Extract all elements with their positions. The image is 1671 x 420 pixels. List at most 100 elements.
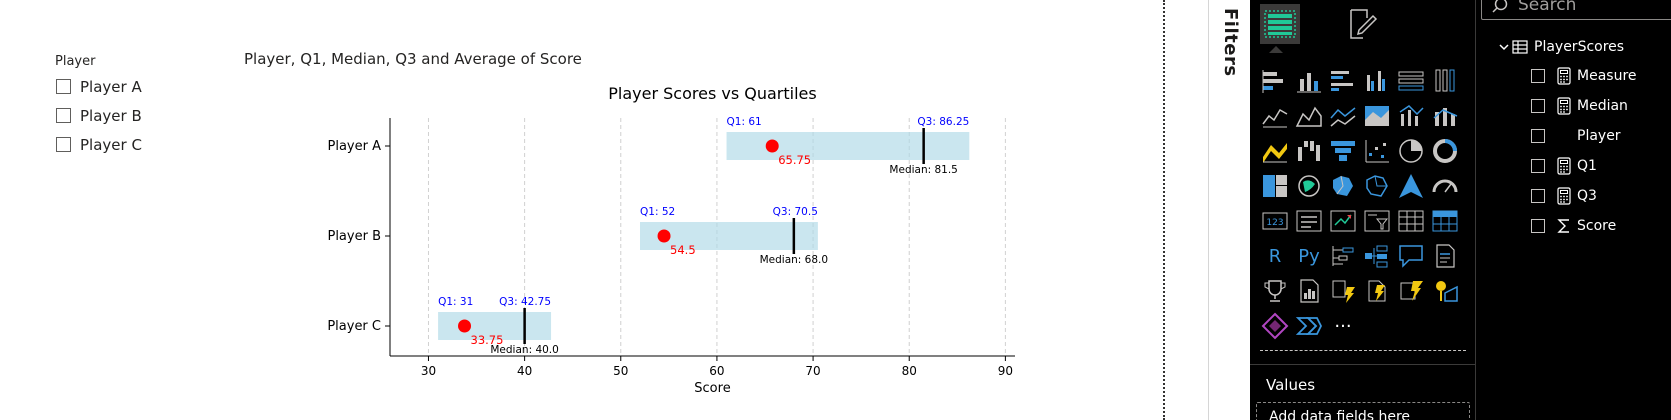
100-stacked-bar-icon[interactable] <box>1396 66 1426 96</box>
multi-row-card-icon[interactable] <box>1294 206 1324 236</box>
table-icon[interactable] <box>1396 206 1426 236</box>
power-apps-2-icon[interactable] <box>1260 311 1290 341</box>
clustered-bar-icon[interactable] <box>1328 66 1358 96</box>
field-player[interactable]: Player <box>1531 125 1621 147</box>
data-search-input[interactable]: Search <box>1481 0 1671 20</box>
x-tick-label: 90 <box>998 364 1013 378</box>
calculator-icon <box>1555 67 1573 85</box>
add-data-fields-dropzone[interactable]: Add data fields here <box>1256 402 1470 420</box>
chevron-down-icon[interactable] <box>1496 41 1512 53</box>
search-placeholder: Search <box>1518 0 1577 15</box>
key-influencers-icon[interactable] <box>1328 241 1358 271</box>
kpi-icon[interactable] <box>1328 206 1358 236</box>
slicer-icon[interactable] <box>1362 206 1392 236</box>
q1-label: Q1: 31 <box>438 296 473 308</box>
field-checkbox[interactable] <box>1531 99 1545 113</box>
report-canvas: Player Player A Player B Player C Player… <box>0 0 1100 420</box>
slicer-item-label: Player A <box>80 77 142 96</box>
paginated-report-icon[interactable] <box>1294 276 1324 306</box>
field-checkbox[interactable] <box>1531 69 1545 83</box>
table-node-playerscores[interactable]: PlayerScores <box>1496 36 1624 58</box>
average-point <box>765 139 779 153</box>
arcgis-icon[interactable] <box>1430 276 1460 306</box>
slicer-item-player-b[interactable]: Player B <box>55 101 205 130</box>
chart-title: Player Scores vs Quartiles <box>608 84 816 103</box>
y-tick-label: Player C <box>327 319 381 334</box>
build-visual-tab[interactable] <box>1260 4 1300 44</box>
filters-label[interactable]: Filters <box>1220 8 1241 77</box>
qa-icon[interactable] <box>1396 241 1426 271</box>
waterfall-icon[interactable] <box>1294 136 1324 166</box>
slicer-checkbox[interactable] <box>56 108 71 123</box>
power-automate-2-icon[interactable] <box>1396 276 1426 306</box>
goals-icon[interactable] <box>1260 276 1290 306</box>
power-apps-icon[interactable] <box>1328 276 1358 306</box>
python-visual-icon[interactable]: Py <box>1294 241 1324 271</box>
gauge-icon[interactable] <box>1430 171 1460 201</box>
matrix-icon[interactable] <box>1430 206 1460 236</box>
field-checkbox[interactable] <box>1531 159 1545 173</box>
y-tick-label: Player A <box>328 139 382 154</box>
field-q3[interactable]: Q3 <box>1531 185 1597 207</box>
slicer-checkbox[interactable] <box>56 137 71 152</box>
median-label: Median: 81.5 <box>889 164 957 176</box>
slicer-item-player-a[interactable]: Player A <box>55 72 205 101</box>
shape-map-icon[interactable] <box>1362 171 1392 201</box>
more-visuals-glyph: ··· <box>1334 315 1352 337</box>
r-visual-icon[interactable]: R <box>1260 241 1290 271</box>
y-tick-label: Player B <box>327 229 381 244</box>
x-axis-label: Score <box>694 381 730 396</box>
power-automate-3-icon[interactable] <box>1294 311 1324 341</box>
q1-label: Q1: 61 <box>727 116 762 128</box>
r-visual-glyph: R <box>1268 245 1282 267</box>
stacked-area-icon[interactable] <box>1328 101 1358 131</box>
table-icon <box>1512 40 1528 54</box>
clustered-column-icon[interactable] <box>1362 66 1392 96</box>
stacked-column-icon[interactable] <box>1294 66 1324 96</box>
donut-icon[interactable] <box>1430 136 1460 166</box>
average-point <box>458 319 472 333</box>
field-q1[interactable]: Q1 <box>1531 155 1597 177</box>
line-chart-icon[interactable] <box>1260 101 1290 131</box>
filters-pane-collapsed[interactable]: Filters <box>1208 0 1250 420</box>
field-name: Q3 <box>1577 188 1597 204</box>
slicer-checkbox[interactable] <box>56 79 71 94</box>
funnel-icon[interactable] <box>1328 136 1358 166</box>
ribbon-chart-icon[interactable] <box>1260 136 1290 166</box>
x-tick-label: 60 <box>709 364 724 378</box>
format-visual-tab[interactable] <box>1342 4 1382 44</box>
pie-icon[interactable] <box>1396 136 1426 166</box>
field-checkbox[interactable] <box>1531 129 1545 143</box>
100-stacked-area-icon[interactable] <box>1362 101 1392 131</box>
field-score[interactable]: Score <box>1531 215 1616 237</box>
power-automate-icon[interactable] <box>1362 276 1392 306</box>
treemap-icon[interactable] <box>1260 171 1290 201</box>
average-label: 33.75 <box>471 333 504 347</box>
area-chart-icon[interactable] <box>1294 101 1324 131</box>
decomposition-tree-icon[interactable] <box>1362 241 1392 271</box>
field-checkbox[interactable] <box>1531 189 1545 203</box>
more-visuals-icon[interactable]: ··· <box>1328 311 1358 341</box>
field-median[interactable]: Median <box>1531 95 1628 117</box>
map-icon[interactable] <box>1294 171 1324 201</box>
azure-map-icon[interactable] <box>1396 171 1426 201</box>
card-icon[interactable]: 123 <box>1260 206 1290 236</box>
format-visual-icon <box>1350 9 1378 39</box>
scatter-icon[interactable] <box>1362 136 1392 166</box>
line-stacked-column-icon[interactable] <box>1430 101 1460 131</box>
calculator-icon <box>1555 187 1573 205</box>
average-point <box>657 229 671 243</box>
100-stacked-column-icon[interactable] <box>1430 66 1460 96</box>
slicer-item-player-c[interactable]: Player C <box>55 130 205 159</box>
x-tick-label: 50 <box>613 364 628 378</box>
line-clustered-column-icon[interactable] <box>1396 101 1426 131</box>
narrative-icon[interactable] <box>1430 241 1460 271</box>
q3-label: Q3: 86.25 <box>917 116 969 128</box>
stacked-bar-icon[interactable] <box>1260 66 1290 96</box>
python-chart[interactable]: Player Scores vs Quartiles 30 40 50 60 70 80 90… <box>0 0 1100 420</box>
filled-map-icon[interactable] <box>1328 171 1358 201</box>
field-checkbox[interactable] <box>1531 219 1545 233</box>
viz-tabs <box>1250 0 1476 58</box>
field-measure[interactable]: Measure <box>1531 65 1637 87</box>
field-name: Q1 <box>1577 158 1597 174</box>
